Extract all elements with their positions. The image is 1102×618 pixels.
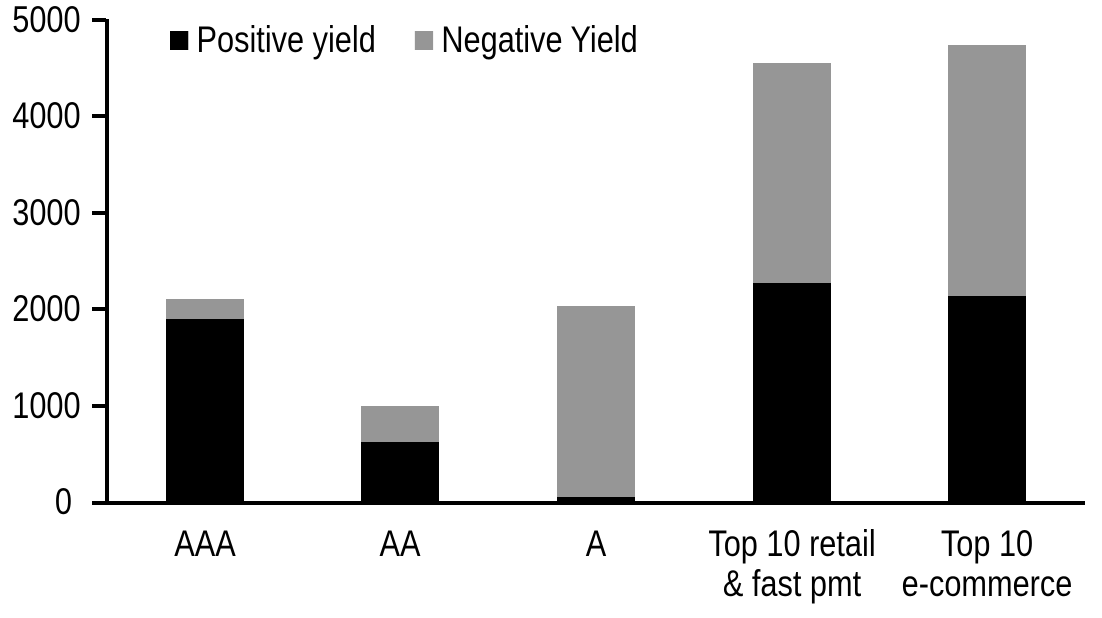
legend-label-positive-yield: Positive yield <box>196 19 376 60</box>
chart-legend: Positive yield Negative Yield <box>170 19 638 60</box>
legend-item-negative-yield: Negative Yield <box>414 19 638 60</box>
x-label-top-10-e-commerce: Top 10 e-commerce <box>901 523 1073 604</box>
x-label-a: A <box>585 523 607 564</box>
y-axis-line <box>105 19 109 505</box>
legend-swatch-negative-yield-icon <box>414 30 434 50</box>
bar-negative-yield-aa <box>361 405 440 443</box>
x-axis-line <box>92 501 1085 505</box>
bar-negative-yield-top-10-e-commerce <box>948 45 1027 296</box>
y-tick-label-4000: 4000 <box>12 95 81 137</box>
y-tick-label-2000: 2000 <box>12 288 81 330</box>
bar-positive-yield-top-10-retail-fast-pmt <box>752 283 831 502</box>
x-label-aaa: AAA <box>174 523 236 564</box>
y-tick-label-0: 0 <box>54 481 72 522</box>
y-tick-3000 <box>92 210 106 215</box>
bar-positive-yield-aa <box>361 442 440 502</box>
legend-swatch-positive-yield-icon <box>170 30 189 50</box>
legend-item-positive-yield: Positive yield <box>170 19 376 60</box>
y-tick-2000 <box>92 307 106 312</box>
y-tick-label-3000: 3000 <box>12 191 81 233</box>
bar-positive-yield-a <box>557 497 635 502</box>
legend-label-negative-yield: Negative Yield <box>441 19 638 60</box>
bar-positive-yield-aaa <box>165 318 244 502</box>
y-tick-label-5000: 5000 <box>12 0 81 40</box>
y-tick-label-1000: 1000 <box>12 384 81 426</box>
y-tick-5000 <box>92 18 106 22</box>
y-tick-1000 <box>92 403 106 408</box>
bar-negative-yield-aaa <box>165 298 244 319</box>
bar-positive-yield-top-10-e-commerce <box>948 295 1027 502</box>
x-label-aa: AA <box>379 523 421 564</box>
x-label-top-10-retail-fast-pmt: Top 10 retail & fast pmt <box>707 523 876 604</box>
y-tick-4000 <box>92 114 106 119</box>
bar-negative-yield-top-10-retail-fast-pmt <box>752 63 831 284</box>
bar-negative-yield-a <box>557 306 635 498</box>
